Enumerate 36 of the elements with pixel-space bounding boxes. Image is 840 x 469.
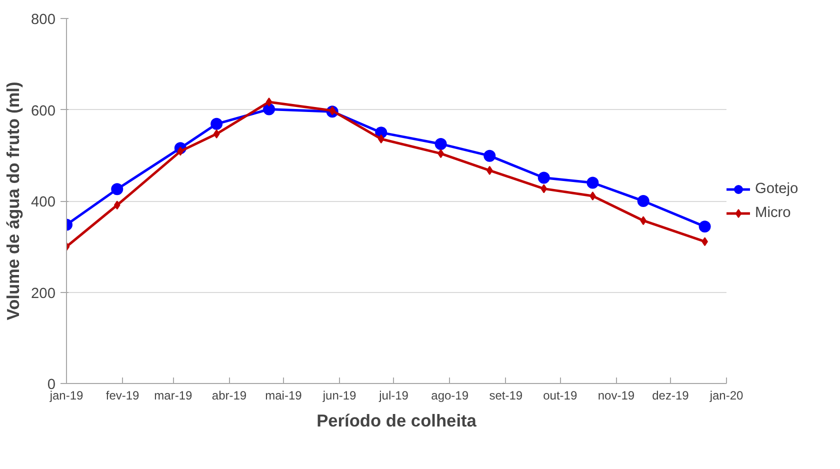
legend-label: Micro xyxy=(755,204,792,220)
point xyxy=(210,118,223,130)
x-tick-label: mar-19 xyxy=(154,388,193,402)
point xyxy=(484,150,496,162)
x-tick-label: nov-19 xyxy=(598,388,635,402)
point xyxy=(698,220,711,233)
x-tick-label: dez-19 xyxy=(652,388,690,402)
legend-label: Gotejo xyxy=(755,180,798,196)
y-tick-label: 200 xyxy=(31,286,56,302)
point xyxy=(177,146,184,156)
point xyxy=(538,172,550,184)
point xyxy=(111,183,124,196)
point xyxy=(540,184,548,194)
x-tick-label: jul-19 xyxy=(378,388,409,402)
x-tick-label: jan-20 xyxy=(708,388,744,402)
y-tick-label: 400 xyxy=(31,194,56,210)
point xyxy=(266,97,272,106)
y-tick-label: 600 xyxy=(31,103,56,120)
point xyxy=(213,129,220,138)
point xyxy=(263,103,276,116)
point xyxy=(486,166,493,175)
x-tick-label: fev-19 xyxy=(106,388,140,402)
x-tick-label: ago-19 xyxy=(431,388,469,402)
y-axis-title: Volume de água do fruto (ml) xyxy=(3,82,24,320)
x-axis-title: Período de colheita xyxy=(316,410,477,430)
x-tick-label: out-19 xyxy=(543,388,578,402)
point xyxy=(114,200,120,210)
x-tick-label: mai-19 xyxy=(265,388,302,402)
x-tick-label: set-19 xyxy=(489,388,523,402)
point xyxy=(586,176,599,189)
x-tick-label: jun-19 xyxy=(322,388,357,402)
x-tick-label: abr-19 xyxy=(212,388,247,402)
point xyxy=(637,195,650,207)
point xyxy=(434,138,447,150)
point xyxy=(378,134,384,144)
y-tick-label: 800 xyxy=(31,12,56,28)
